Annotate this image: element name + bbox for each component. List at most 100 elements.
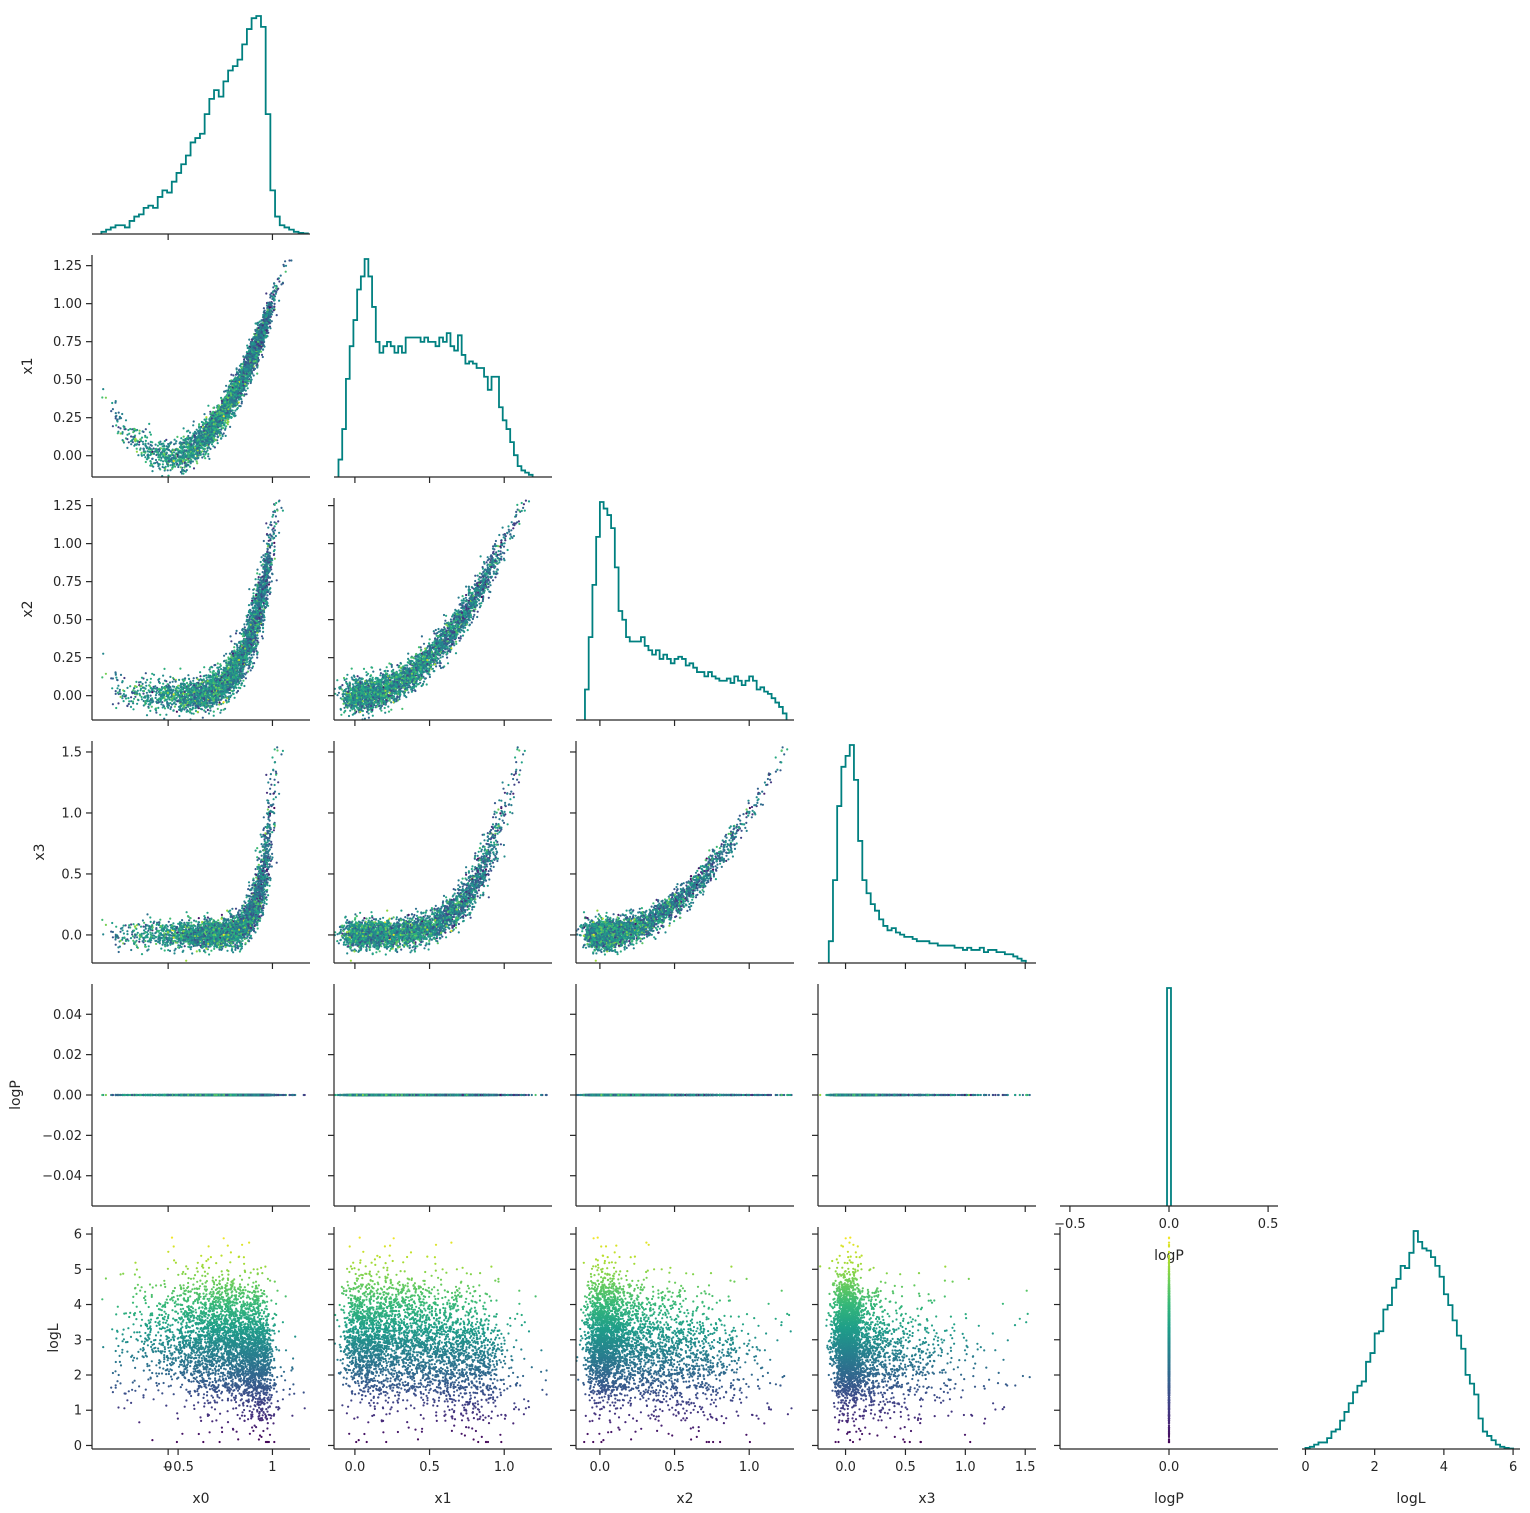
scatter-point: [217, 408, 219, 410]
scatter-point: [278, 280, 280, 282]
scatter-point: [283, 265, 285, 267]
scatter-point: [257, 350, 259, 352]
scatter-point: [185, 459, 187, 461]
scatter-point: [166, 448, 168, 450]
scatter-point: [202, 442, 204, 444]
scatter-point: [139, 438, 141, 440]
scatter-point: [119, 416, 121, 418]
scatter-point: [173, 457, 175, 459]
scatter-point: [226, 412, 228, 414]
scatter-point: [174, 466, 176, 468]
scatter-point: [234, 396, 236, 398]
scatter-point: [247, 366, 249, 368]
scatter-point: [245, 361, 247, 363]
scatter-point: [258, 333, 260, 335]
scatter-point: [230, 394, 232, 396]
scatter-point: [115, 412, 117, 414]
scatter-point: [238, 405, 240, 407]
scatter-point: [272, 293, 274, 295]
scatter-point: [218, 405, 220, 407]
scatter-point: [198, 438, 200, 440]
scatter-point: [169, 464, 171, 466]
scatter-point: [179, 463, 181, 465]
scatter-point: [115, 416, 117, 418]
scatter-point: [151, 441, 153, 443]
scatter-point: [157, 445, 159, 447]
scatter-point: [205, 416, 207, 418]
scatter-point: [160, 459, 162, 461]
scatter-point: [203, 437, 205, 439]
scatter-point: [247, 354, 249, 356]
scatter-point: [233, 412, 235, 414]
scatter-point: [250, 381, 252, 383]
scatter-point: [155, 444, 157, 446]
scatter-point: [217, 417, 219, 419]
y-tick-label-x1: 0.75: [53, 335, 82, 350]
scatter-point: [165, 458, 167, 460]
scatter-point: [130, 440, 132, 442]
scatter-point: [215, 439, 217, 441]
scatter-point: [272, 286, 274, 288]
scatter-point: [159, 454, 161, 456]
scatter-point: [181, 469, 183, 471]
scatter-point: [229, 402, 231, 404]
scatter-point: [102, 388, 104, 390]
scatter-point: [221, 402, 223, 404]
scatter-point: [269, 316, 271, 318]
scatter-point: [253, 374, 255, 376]
scatter-point: [134, 436, 136, 438]
scatter-point: [146, 458, 148, 460]
scatter-point: [176, 436, 178, 438]
scatter-point: [245, 379, 247, 381]
scatter-point: [217, 442, 219, 444]
scatter-point: [132, 431, 134, 433]
scatter-point: [196, 460, 198, 462]
scatter-point: [101, 396, 103, 398]
scatter-point: [219, 701, 221, 703]
scatter-point: [135, 444, 137, 446]
scatter-point: [225, 385, 227, 387]
scatter-point: [149, 447, 151, 449]
scatter-point: [190, 443, 192, 445]
scatter-point: [191, 437, 193, 439]
scatter-point: [213, 423, 215, 425]
scatter-point: [212, 433, 214, 435]
scatter-point: [151, 464, 153, 466]
scatter-point: [234, 403, 236, 405]
scatter-point: [141, 455, 143, 457]
scatter-point: [149, 431, 151, 433]
scatter-point: [220, 409, 222, 411]
scatter-point: [265, 318, 267, 320]
scatter-point: [187, 460, 189, 462]
scatter-point: [211, 417, 213, 419]
scatter-point: [236, 373, 238, 375]
scatter-point: [204, 435, 206, 437]
scatter-point: [251, 343, 253, 345]
scatter-point: [207, 405, 209, 407]
scatter-point: [251, 365, 253, 367]
scatter-point: [242, 394, 244, 396]
scatter-point: [245, 385, 247, 387]
scatter-point: [116, 419, 118, 421]
scatter-point: [240, 384, 242, 386]
scatter-point: [254, 360, 256, 362]
scatter-point: [222, 435, 224, 437]
scatter-point: [244, 368, 246, 370]
scatter-point: [142, 430, 144, 432]
scatter-point: [290, 259, 292, 261]
scatter-point: [192, 445, 194, 447]
scatter-point: [233, 389, 235, 391]
scatter-point: [250, 376, 252, 378]
scatter-point: [144, 456, 146, 458]
scatter-point: [238, 401, 240, 403]
scatter-point: [255, 357, 257, 359]
scatter-point: [110, 410, 112, 412]
scatter-point: [215, 415, 217, 417]
scatter-point: [180, 446, 182, 448]
scatter-point: [200, 436, 202, 438]
scatter-point: [274, 299, 276, 301]
scatter-point: [240, 393, 242, 395]
scatter-point: [246, 345, 248, 347]
scatter-point: [270, 295, 272, 297]
